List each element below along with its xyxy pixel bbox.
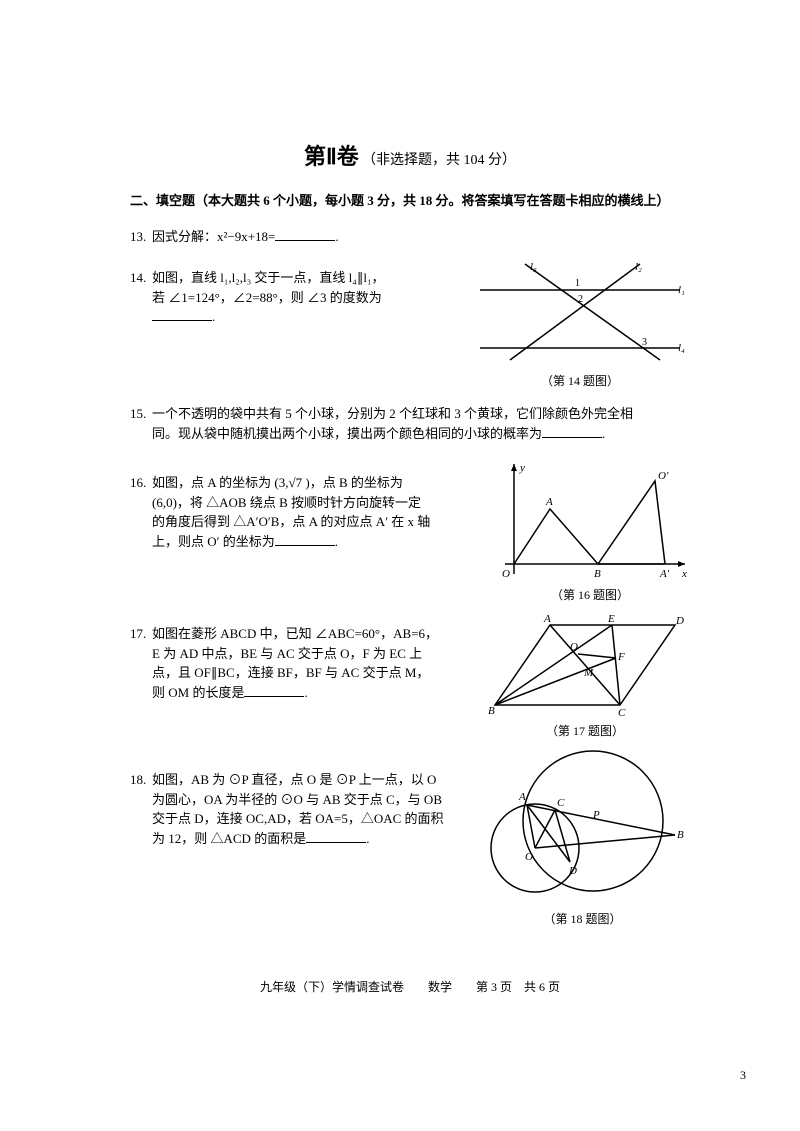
q17-tail: . [304,685,307,700]
q17-figure: A E D B C O F M （第 17 题图） [480,610,690,740]
q13-number: 13. [130,227,146,247]
svg-text:A: A [518,791,526,803]
svg-text:y: y [519,462,525,474]
question-14-row: 14. 如图，直线 l₁,l₂,l₃ 交于一点，直线 l₄∥l₁， 若 ∠1=1… [130,260,690,390]
svg-text:O: O [570,641,578,653]
q17-caption: （第 17 题图） [480,722,690,740]
question-18-row: 18. 如图，AB 为 ⊙P 直径，点 O 是 ⊙P 上一点，以 O 为圆心，O… [130,748,690,928]
q16-l2: (6,0)，将 △AOB 绕点 B 按顺时针方向旋转一定 [152,493,480,513]
q14-number: 14. [130,268,146,288]
q14-l1: 如图，直线 l₁,l₂,l₃ 交于一点，直线 l₄∥l₁， [152,268,460,288]
q18-number: 18. [130,770,146,790]
q18-l1: 如图，AB 为 ⊙P 直径，点 O 是 ⊙P 上一点，以 O [152,770,465,790]
q18-tail: . [366,831,369,846]
question-17: 17. 如图在菱形 ABCD 中，已知 ∠ABC=60°，AB=6， E 为 A… [130,624,470,702]
svg-text:l₄: l₄ [678,342,685,354]
svg-text:D: D [568,865,577,877]
q18-l3: 交于点 D，连接 OC,AD，若 OA=5，△OAC 的面积 [152,809,465,829]
svg-text:l₂: l₂ [635,261,642,273]
q17-l4: 则 OM 的长度是 [152,685,244,700]
title-main: 第Ⅱ卷 [304,144,359,169]
svg-text:l₃: l₃ [530,261,537,273]
q15-tail: . [602,426,605,441]
q16-l3: 的角度后得到 △A′O′B，点 A 的对应点 A′ 在 x 轴 [152,512,480,532]
q16-caption: （第 16 题图） [490,586,690,604]
page-number-corner: 3 [740,1068,746,1083]
svg-text:1: 1 [575,278,580,289]
question-16-row: 16. 如图，点 A 的坐标为 (3,√7 )，点 B 的坐标为 (6,0)，将… [130,459,690,604]
q16-number: 16. [130,473,146,493]
question-17-row: 17. 如图在菱形 ABCD 中，已知 ∠ABC=60°，AB=6， E 为 A… [130,610,690,740]
section-header: 二、填空题（本大题共 6 个小题，每小题 3 分，共 18 分。将答案填写在答题… [130,191,690,211]
svg-text:B: B [488,705,495,717]
q13-tail: . [335,229,338,244]
svg-text:B: B [594,568,601,580]
q15-number: 15. [130,404,146,424]
q15-l2: 同。现从袋中随机摸出两个小球，摸出两个颜色相同的小球的概率为 [152,426,542,441]
title-sub: （非选择题，共 104 分） [362,153,516,168]
page-title: 第Ⅱ卷 （非选择题，共 104 分） [130,140,690,173]
svg-text:l₁: l₁ [678,284,685,296]
q17-l2: E 为 AD 中点，BE 与 AC 交于点 O，F 为 EC 上 [152,644,470,664]
q14-figure: l₁ l₄ l₃ l₂ 1 2 3 （第 14 题图） [470,260,690,390]
q18-figure: A C P B O D （第 18 题图） [475,748,690,928]
q18-caption: （第 18 题图） [475,910,690,928]
svg-text:A: A [545,496,553,508]
svg-text:C: C [618,707,626,719]
svg-text:B: B [677,829,684,841]
svg-text:A: A [543,613,551,625]
q14-l2: 若 ∠1=124°，∠2=88°，则 ∠3 的度数为 [152,290,382,305]
q17-number: 17. [130,624,146,644]
q16-figure: O A B A′ O′ x y （第 16 题图） [490,459,690,604]
svg-text:3: 3 [642,337,647,348]
q14-tail: . [212,309,215,324]
svg-text:F: F [617,651,625,663]
svg-text:2: 2 [578,294,583,305]
q14-blank [152,307,212,321]
question-14: 14. 如图，直线 l₁,l₂,l₃ 交于一点，直线 l₄∥l₁， 若 ∠1=1… [130,268,460,327]
q16-l4: 上，则点 O′ 的坐标为 [152,534,275,549]
question-16: 16. 如图，点 A 的坐标为 (3,√7 )，点 B 的坐标为 (6,0)，将… [130,473,480,551]
q16-tail: . [335,534,338,549]
q16-l1: 如图，点 A 的坐标为 (3,√7 )，点 B 的坐标为 [152,473,480,493]
q14-caption: （第 14 题图） [470,372,690,390]
q17-l1: 如图在菱形 ABCD 中，已知 ∠ABC=60°，AB=6， [152,624,470,644]
question-18: 18. 如图，AB 为 ⊙P 直径，点 O 是 ⊙P 上一点，以 O 为圆心，O… [130,770,465,848]
svg-text:P: P [592,809,600,821]
svg-text:C: C [557,797,565,809]
svg-text:D: D [675,615,684,627]
svg-text:A′: A′ [659,568,670,580]
q18-l4: 为 12，则 △ACD 的面积是 [152,831,306,846]
q18-blank [306,829,366,843]
q17-blank [244,683,304,697]
q17-l3: 点，且 OF∥BC，连接 BF，BF 与 AC 交于点 M， [152,663,470,683]
question-13: 13. 因式分解：x²−9x+18=. [130,227,690,247]
q13-blank [275,227,335,241]
svg-text:M: M [583,667,594,679]
svg-text:E: E [607,613,615,625]
svg-text:x: x [681,568,687,580]
page-footer: 九年级（下）学情调查试卷 数学 第 3 页 共 6 页 [130,978,690,996]
question-15: 15. 一个不透明的袋中共有 5 个小球，分别为 2 个红球和 3 个黄球，它们… [130,404,690,443]
q15-blank [542,424,602,438]
q13-text: 因式分解：x²−9x+18= [152,229,275,244]
svg-text:O: O [502,568,510,580]
q16-blank [275,532,335,546]
svg-text:O′: O′ [658,470,669,482]
q18-l2: 为圆心，OA 为半径的 ⊙O 与 AB 交于点 C，与 OB [152,790,465,810]
svg-text:O: O [525,851,533,863]
q15-l1: 一个不透明的袋中共有 5 个小球，分别为 2 个红球和 3 个黄球，它们除颜色外… [152,404,690,424]
